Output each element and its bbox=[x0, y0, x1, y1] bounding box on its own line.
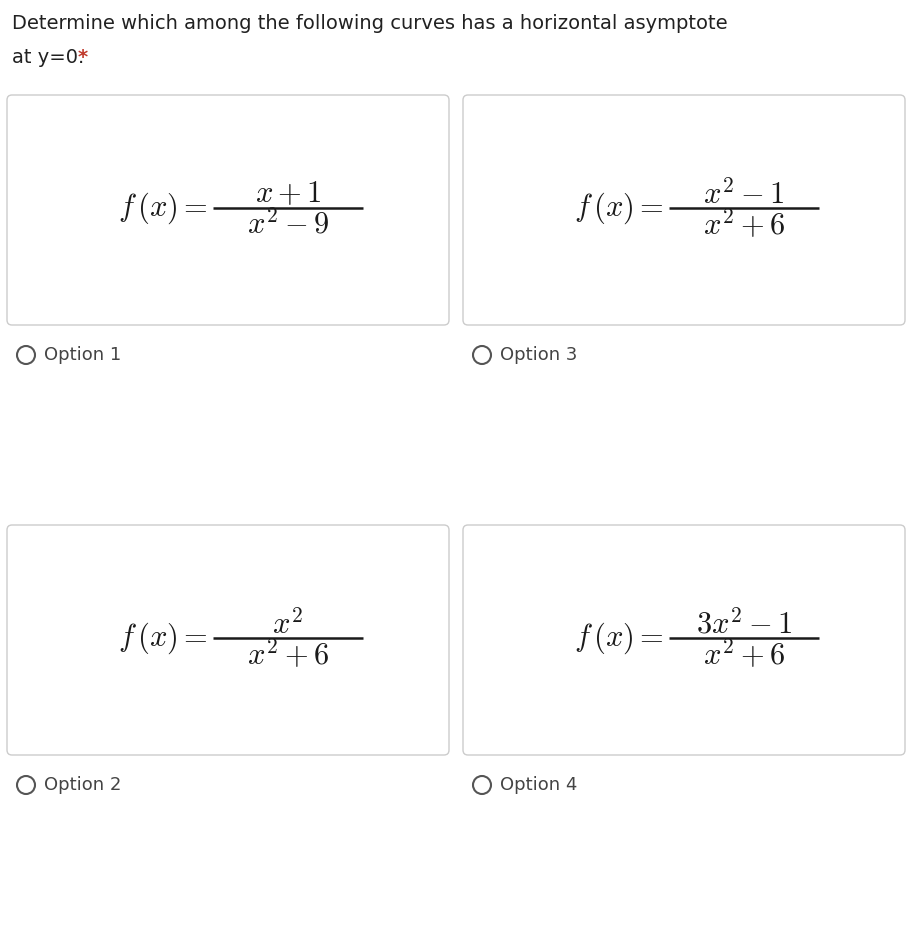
Text: Option 3: Option 3 bbox=[500, 346, 577, 364]
Text: $x^2 + 6$: $x^2 + 6$ bbox=[247, 637, 330, 671]
Text: $f\,(x) =$: $f\,(x) =$ bbox=[118, 190, 208, 225]
Text: $3x^2 - 1$: $3x^2 - 1$ bbox=[696, 609, 792, 640]
Text: Determine which among the following curves has a horizontal asymptote: Determine which among the following curv… bbox=[12, 14, 728, 33]
Text: Option 2: Option 2 bbox=[44, 776, 121, 794]
Text: $x^2$: $x^2$ bbox=[272, 609, 303, 640]
FancyBboxPatch shape bbox=[7, 525, 449, 755]
FancyBboxPatch shape bbox=[463, 95, 905, 325]
Text: $x^2 - 1$: $x^2 - 1$ bbox=[703, 179, 785, 209]
Text: $x^2 + 6$: $x^2 + 6$ bbox=[703, 637, 785, 671]
Text: $x^2 + 6$: $x^2 + 6$ bbox=[703, 207, 785, 241]
Text: at y=0.: at y=0. bbox=[12, 48, 90, 67]
Text: $x^2 - 9$: $x^2 - 9$ bbox=[247, 209, 330, 239]
Text: Option 4: Option 4 bbox=[500, 776, 577, 794]
FancyBboxPatch shape bbox=[7, 95, 449, 325]
Text: $f\,(x) =$: $f\,(x) =$ bbox=[574, 190, 664, 225]
Text: *: * bbox=[78, 48, 89, 67]
Text: $x + 1$: $x + 1$ bbox=[255, 180, 321, 209]
FancyBboxPatch shape bbox=[463, 525, 905, 755]
Text: $f\,(x) =$: $f\,(x) =$ bbox=[118, 620, 208, 655]
Text: Option 1: Option 1 bbox=[44, 346, 121, 364]
Text: $f\,(x) =$: $f\,(x) =$ bbox=[574, 620, 664, 655]
